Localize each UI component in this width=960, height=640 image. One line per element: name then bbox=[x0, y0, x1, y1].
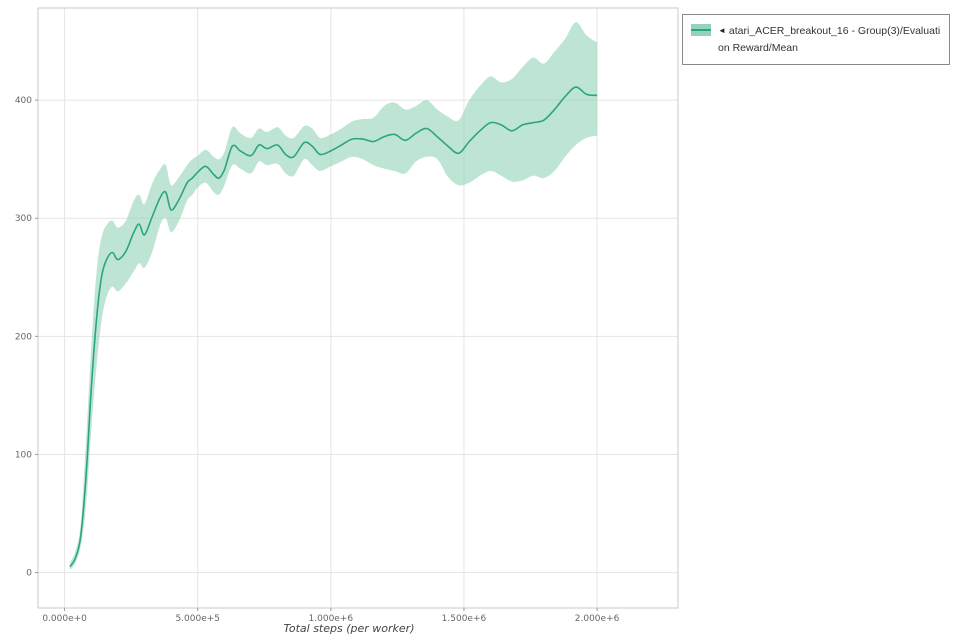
series-line bbox=[69, 86, 598, 568]
y-tick-label: 300 bbox=[15, 214, 32, 224]
x-tick-label: 2.000e+6 bbox=[575, 614, 620, 624]
y-tick-label: 0 bbox=[26, 569, 32, 579]
x-axis-label: Total steps (per worker) bbox=[283, 622, 415, 635]
x-tick-label: 1.500e+6 bbox=[442, 614, 487, 624]
y-tick-label: 400 bbox=[15, 96, 32, 106]
legend-swatch bbox=[691, 24, 711, 36]
legend-swatch-line bbox=[691, 29, 711, 31]
x-tick-label: 5.000e+5 bbox=[175, 614, 220, 624]
legend[interactable]: ◄ atari_ACER_breakout_16 - Group(3)/Evalu… bbox=[682, 14, 950, 65]
y-tick-label: 200 bbox=[15, 332, 32, 342]
plot-border bbox=[37, 7, 679, 609]
y-tick-label: 100 bbox=[15, 450, 32, 460]
chart-canvas: 0.000e+0 5.000e+5 1.000e+6 1.500e+6 2.000e+6… bbox=[15, 7, 679, 624]
legend-label: atari_ACER_breakout_16 - Group(3)/Evalua… bbox=[718, 25, 941, 54]
x-tick-label: 0.000e+0 bbox=[42, 614, 87, 624]
x-tick-label: 1.000e+6 bbox=[309, 614, 354, 624]
series-band bbox=[69, 22, 598, 571]
legend-entry: ◄ atari_ACER_breakout_16 - Group(3)/Evalu… bbox=[718, 22, 941, 57]
line-chart: 0.000e+0 5.000e+5 1.000e+6 1.500e+6 2.000e+6… bbox=[15, 7, 679, 635]
legend-collapse-icon[interactable]: ◄ bbox=[718, 26, 726, 35]
